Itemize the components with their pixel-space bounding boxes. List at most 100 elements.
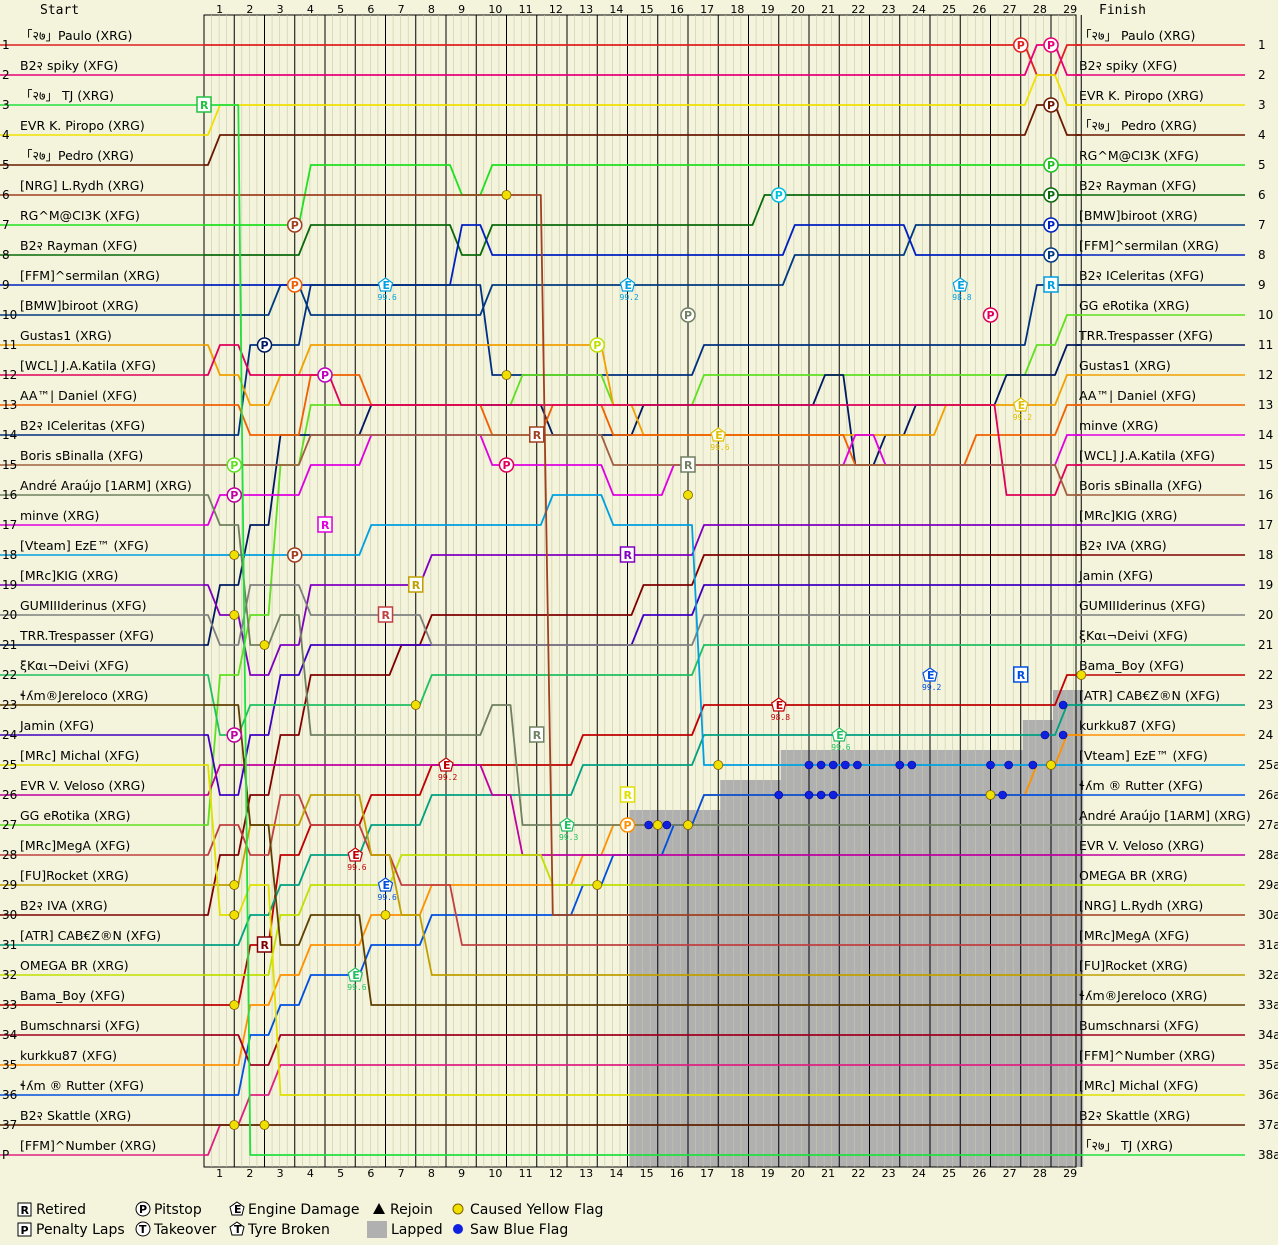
finish-position: 15 bbox=[1258, 458, 1273, 472]
yellow-flag-dot bbox=[229, 1000, 240, 1010]
engine-damage-marker bbox=[438, 757, 454, 772]
pitstop-marker bbox=[226, 457, 242, 473]
pitstop-marker-letter: P bbox=[1047, 99, 1055, 112]
start-position: 31 bbox=[2, 938, 17, 952]
legend-icon-letter: T bbox=[234, 1223, 242, 1236]
yellow-flag-dot bbox=[229, 910, 240, 920]
retired-marker bbox=[196, 96, 212, 113]
engine-damage-icon bbox=[229, 1201, 245, 1216]
retired-marker bbox=[317, 516, 333, 533]
blue-flag-icon bbox=[453, 1224, 463, 1234]
blue-flag-dot bbox=[1004, 760, 1013, 770]
lap-label-top: 22 bbox=[851, 3, 865, 16]
start-driver-label: B2२ Rayman (XFG) bbox=[20, 238, 137, 253]
pitstop-marker-letter: P bbox=[321, 369, 329, 382]
driver-line bbox=[204, 704, 1082, 1006]
pitstop-marker-letter: P bbox=[503, 459, 511, 472]
start-position: P bbox=[2, 1148, 9, 1162]
finish-driver-label: Jamin (XFG) bbox=[1078, 568, 1153, 583]
lap-label-bottom: 17 bbox=[700, 1167, 714, 1180]
retired-marker bbox=[619, 546, 636, 563]
start-position: 13 bbox=[2, 398, 17, 412]
pitstop-marker bbox=[498, 457, 515, 473]
engine-damage-marker bbox=[922, 667, 938, 682]
pitstop-marker-letter: P bbox=[775, 189, 783, 202]
retired-marker-letter: R bbox=[382, 609, 391, 622]
engine-damage-value: 99.2 bbox=[620, 293, 639, 302]
lap-label-top: 11 bbox=[519, 3, 533, 16]
yellow-flag-dot bbox=[259, 640, 270, 650]
finish-position: 33a bbox=[1258, 998, 1278, 1012]
driver-line bbox=[204, 794, 1082, 1096]
lap-label-top: 4 bbox=[307, 3, 314, 16]
finish-driver-label: Bama_Boy (XFG) bbox=[1079, 658, 1184, 673]
blue-flag-dot bbox=[998, 790, 1007, 800]
lap-label-bottom: 2 bbox=[246, 1167, 253, 1180]
engine-damage-value: 99.6 bbox=[378, 293, 397, 302]
finish-driver-label: B2२ spiky (XFG) bbox=[1079, 58, 1177, 73]
start-driver-label: ξKαι¬Deivi (XFG) bbox=[20, 658, 129, 673]
yellow-flag-dot bbox=[683, 490, 693, 500]
start-position: 26 bbox=[2, 788, 17, 802]
lap-label-top: 15 bbox=[640, 3, 654, 16]
lap-label-top: 5 bbox=[337, 3, 344, 16]
retired-marker bbox=[1043, 276, 1059, 293]
start-position: 7 bbox=[2, 218, 10, 232]
lap-label-top: 27 bbox=[1003, 3, 1017, 16]
start-position: 12 bbox=[2, 368, 17, 382]
lap-label-bottom: 21 bbox=[821, 1167, 835, 1180]
pitstop-marker bbox=[1043, 37, 1059, 53]
pitstop-marker bbox=[287, 217, 303, 233]
finish-driver-label: TRR.Trespasser (XFG) bbox=[1078, 328, 1213, 343]
start-position: 36 bbox=[2, 1088, 17, 1102]
lap-label-bottom: 26 bbox=[972, 1167, 986, 1180]
pitstop-marker bbox=[1043, 157, 1059, 173]
lap-label-bottom: 23 bbox=[882, 1167, 896, 1180]
engine-damage-marker bbox=[347, 967, 363, 982]
finish-position: 9 bbox=[1258, 278, 1266, 292]
start-driver-label: [FFM]^sermilan (XRG) bbox=[20, 268, 160, 283]
pitstop-marker bbox=[317, 367, 333, 383]
lap-label-bottom: 16 bbox=[670, 1167, 684, 1180]
pitstop-marker-letter: P bbox=[1047, 219, 1055, 232]
yellow-flag-dot bbox=[1046, 760, 1056, 770]
lapped-block bbox=[1053, 690, 1084, 1167]
engine-damage-marker bbox=[377, 877, 394, 892]
plot-frame bbox=[203, 14, 1077, 1168]
start-position: 25 bbox=[2, 758, 17, 772]
lap-label-bottom: 27 bbox=[1003, 1167, 1017, 1180]
blue-flag-dot bbox=[1058, 730, 1068, 740]
retired-marker bbox=[377, 606, 394, 623]
retired-marker-letter: R bbox=[412, 579, 421, 592]
driver-line bbox=[204, 194, 1082, 256]
finish-position: 13 bbox=[1258, 398, 1273, 412]
lap-label-top: 24 bbox=[912, 3, 926, 16]
finish-header: Finish bbox=[1099, 3, 1146, 18]
legend-label: Retired bbox=[36, 1202, 86, 1218]
lap-label-bottom: 28 bbox=[1033, 1167, 1047, 1180]
blue-flag-dot bbox=[1028, 760, 1038, 770]
start-position: 1 bbox=[2, 38, 10, 52]
blue-flag-dot bbox=[1040, 730, 1050, 740]
engine-damage-letter: E bbox=[564, 819, 572, 832]
finish-position: 10 bbox=[1258, 308, 1273, 322]
pitstop-marker bbox=[1043, 217, 1059, 233]
finish-driver-label: [FFM]^Number (XRG) bbox=[1079, 1048, 1215, 1063]
start-driver-label: [FU]Rocket (XRG) bbox=[20, 868, 129, 883]
finish-driver-label: 「२७」 TJ (XRG) bbox=[1079, 1138, 1173, 1153]
takeover-icon bbox=[135, 1221, 151, 1237]
engine-damage-marker bbox=[619, 277, 636, 292]
yellow-flag-dot bbox=[985, 790, 996, 800]
finish-position: 16 bbox=[1258, 488, 1273, 502]
finish-position: 18 bbox=[1258, 548, 1273, 562]
lap-label-top: 29 bbox=[1063, 3, 1077, 16]
lapped-block bbox=[720, 780, 781, 1167]
engine-damage-letter: E bbox=[383, 879, 391, 892]
driver-line bbox=[204, 164, 1082, 226]
retired-marker-letter: R bbox=[533, 729, 542, 742]
pitstop-marker-letter: P bbox=[684, 309, 692, 322]
driver-line bbox=[204, 1064, 1082, 1156]
retired-marker-letter: R bbox=[1047, 279, 1056, 292]
engine-damage-value: 99.6 bbox=[378, 893, 397, 902]
finish-position: 29a bbox=[1258, 878, 1278, 892]
